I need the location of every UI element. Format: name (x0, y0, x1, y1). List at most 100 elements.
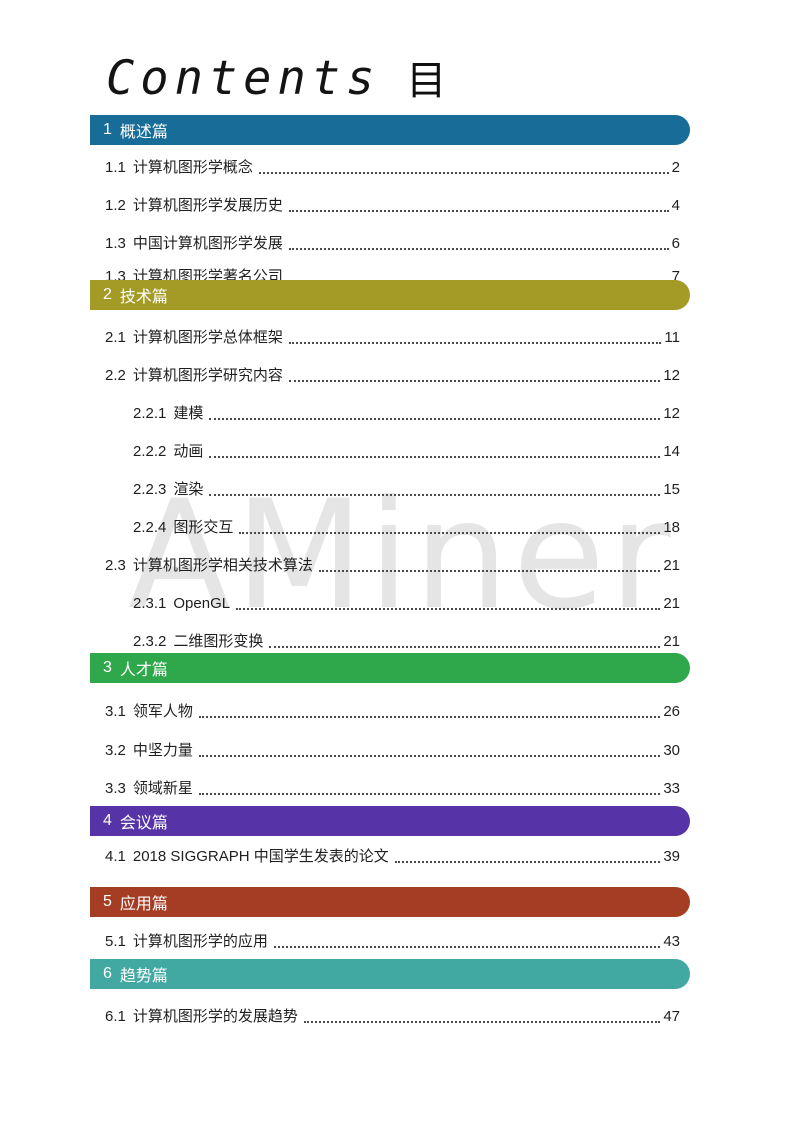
toc-entry[interactable]: 3.1 领军人物 26 (105, 702, 680, 722)
entry-label: 动画 (173, 443, 204, 460)
page-title: Contents 目 (106, 48, 446, 106)
section-title: 趋势篇 (119, 968, 168, 985)
toc-subentry[interactable]: 2.2.2 动画 14 (133, 442, 680, 462)
toc-entry[interactable]: 3.3 领域新星 33 (105, 779, 680, 799)
toc-subentry[interactable]: 2.2.4 图形交互 18 (133, 518, 680, 538)
toc-subentry[interactable]: 2.2.3 渲染 15 (133, 480, 680, 500)
section-bar-technology: 2 技术篇 (90, 280, 690, 310)
dot-leader (258, 172, 669, 174)
toc-entry[interactable]: 5.1 计算机图形学的应用 43 (105, 932, 680, 952)
entry-page-number: 21 (663, 595, 680, 612)
toc-entry[interactable]: 2.1 计算机图形学总体框架 11 (105, 328, 680, 348)
dot-leader (318, 570, 661, 572)
toc-entry[interactable]: 3.2 中坚力量 30 (105, 741, 680, 761)
toc-entry[interactable]: 6.1 计算机图形学的发展趋势 47 (105, 1007, 680, 1027)
section-number: 5 (103, 893, 112, 910)
entry-number: 3.1 (105, 703, 126, 720)
entry-number: 2.3.1 (133, 595, 167, 612)
entry-page-number: 15 (663, 481, 680, 498)
section-number: 2 (103, 286, 112, 303)
entry-page-number: 4 (671, 197, 680, 214)
dot-leader (209, 494, 661, 496)
entry-number: 1.3 (105, 235, 126, 252)
section-bar-conference: 4 会议篇 (90, 806, 690, 836)
entry-number: 2.2.2 (133, 443, 167, 460)
entry-label: 中国计算机图形学发展 (132, 235, 283, 252)
entry-label: 计算机图形学总体框架 (132, 329, 283, 346)
dot-leader (198, 755, 661, 757)
entry-number: 2.3.2 (133, 633, 167, 650)
dot-leader (209, 456, 661, 458)
toc-entry[interactable]: 2.3 计算机图形学相关技术算法 21 (105, 556, 680, 576)
dot-leader (394, 861, 661, 863)
section-title: 会议篇 (119, 815, 168, 832)
dot-leader (198, 793, 661, 795)
entry-number: 5.1 (105, 933, 126, 950)
entry-page-number: 26 (663, 703, 680, 720)
entry-page-number: 39 (663, 848, 680, 865)
section-number: 3 (103, 659, 112, 676)
entry-number: 2.3 (105, 557, 126, 574)
dot-leader (236, 608, 661, 610)
toc-entry[interactable]: 2.2 计算机图形学研究内容 12 (105, 366, 680, 386)
toc-subentry[interactable]: 2.2.1 建模 12 (133, 404, 680, 424)
entry-page-number: 12 (663, 367, 680, 384)
entry-label: OpenGL (173, 595, 231, 612)
section-title: 应用篇 (119, 896, 168, 913)
title-chinese: 目 (406, 59, 447, 103)
entry-label: 计算机图形学发展历史 (132, 197, 283, 214)
toc-entry[interactable]: 1.2 计算机图形学发展历史 4 (105, 196, 680, 216)
aminer-watermark: AMiner (128, 469, 675, 643)
entry-label: 领军人物 (132, 703, 193, 720)
toc-subentry[interactable]: 2.3.2 二维图形变换 21 (133, 632, 680, 652)
entry-page-number: 47 (663, 1008, 680, 1025)
entry-page-number: 18 (663, 519, 680, 536)
entry-number: 3.2 (105, 742, 126, 759)
entry-page-number: 33 (663, 780, 680, 797)
entry-label: 领域新星 (132, 780, 193, 797)
dot-leader (303, 1021, 661, 1023)
dot-leader (239, 532, 661, 534)
entry-page-number: 2 (671, 159, 680, 176)
entry-page-number: 6 (671, 235, 680, 252)
dot-leader (288, 248, 669, 250)
entry-label: 二维图形变换 (173, 633, 264, 650)
entry-number: 2.2.1 (133, 405, 167, 422)
dot-leader (273, 946, 661, 948)
entry-number: 6.1 (105, 1008, 126, 1025)
entry-label: 计算机图形学的应用 (132, 933, 268, 950)
entry-page-number: 7 (671, 268, 680, 285)
toc-entry[interactable]: 4.1 2018 SIGGRAPH 中国学生发表的论文 39 (105, 847, 680, 867)
entry-number: 1.1 (105, 159, 126, 176)
entry-number: 2.2.4 (133, 519, 167, 536)
entry-label: 图形交互 (173, 519, 234, 536)
entry-page-number: 14 (663, 443, 680, 460)
section-bar-application: 5 应用篇 (90, 887, 690, 917)
dot-leader (209, 418, 661, 420)
toc-subentry[interactable]: 2.3.1 OpenGL 21 (133, 594, 680, 614)
entry-label: 2018 SIGGRAPH 中国学生发表的论文 (132, 848, 389, 865)
entry-number: 3.3 (105, 780, 126, 797)
entry-page-number: 43 (663, 933, 680, 950)
entry-page-number: 12 (663, 405, 680, 422)
entry-label: 计算机图形学的发展趋势 (132, 1008, 298, 1025)
entry-page-number: 11 (664, 329, 680, 346)
dot-leader (288, 380, 661, 382)
entry-number: 4.1 (105, 848, 126, 865)
dot-leader (288, 210, 669, 212)
dot-leader (288, 342, 662, 344)
dot-leader (269, 646, 661, 648)
section-bar-overview: 1 概述篇 (90, 115, 690, 145)
entry-number: 1.2 (105, 197, 126, 214)
toc-entry[interactable]: 1.1 计算机图形学概念 2 (105, 158, 680, 178)
entry-label: 计算机图形学概念 (132, 159, 253, 176)
section-title: 人才篇 (119, 662, 168, 679)
section-bar-trends: 6 趋势篇 (90, 959, 690, 989)
toc-entry[interactable]: 1.3 中国计算机图形学发展 6 (105, 234, 680, 254)
section-title: 概述篇 (119, 124, 168, 141)
entry-label: 渲染 (173, 481, 204, 498)
dot-leader (198, 716, 661, 718)
title-english: Contents (106, 51, 381, 106)
entry-number: 2.2.3 (133, 481, 167, 498)
